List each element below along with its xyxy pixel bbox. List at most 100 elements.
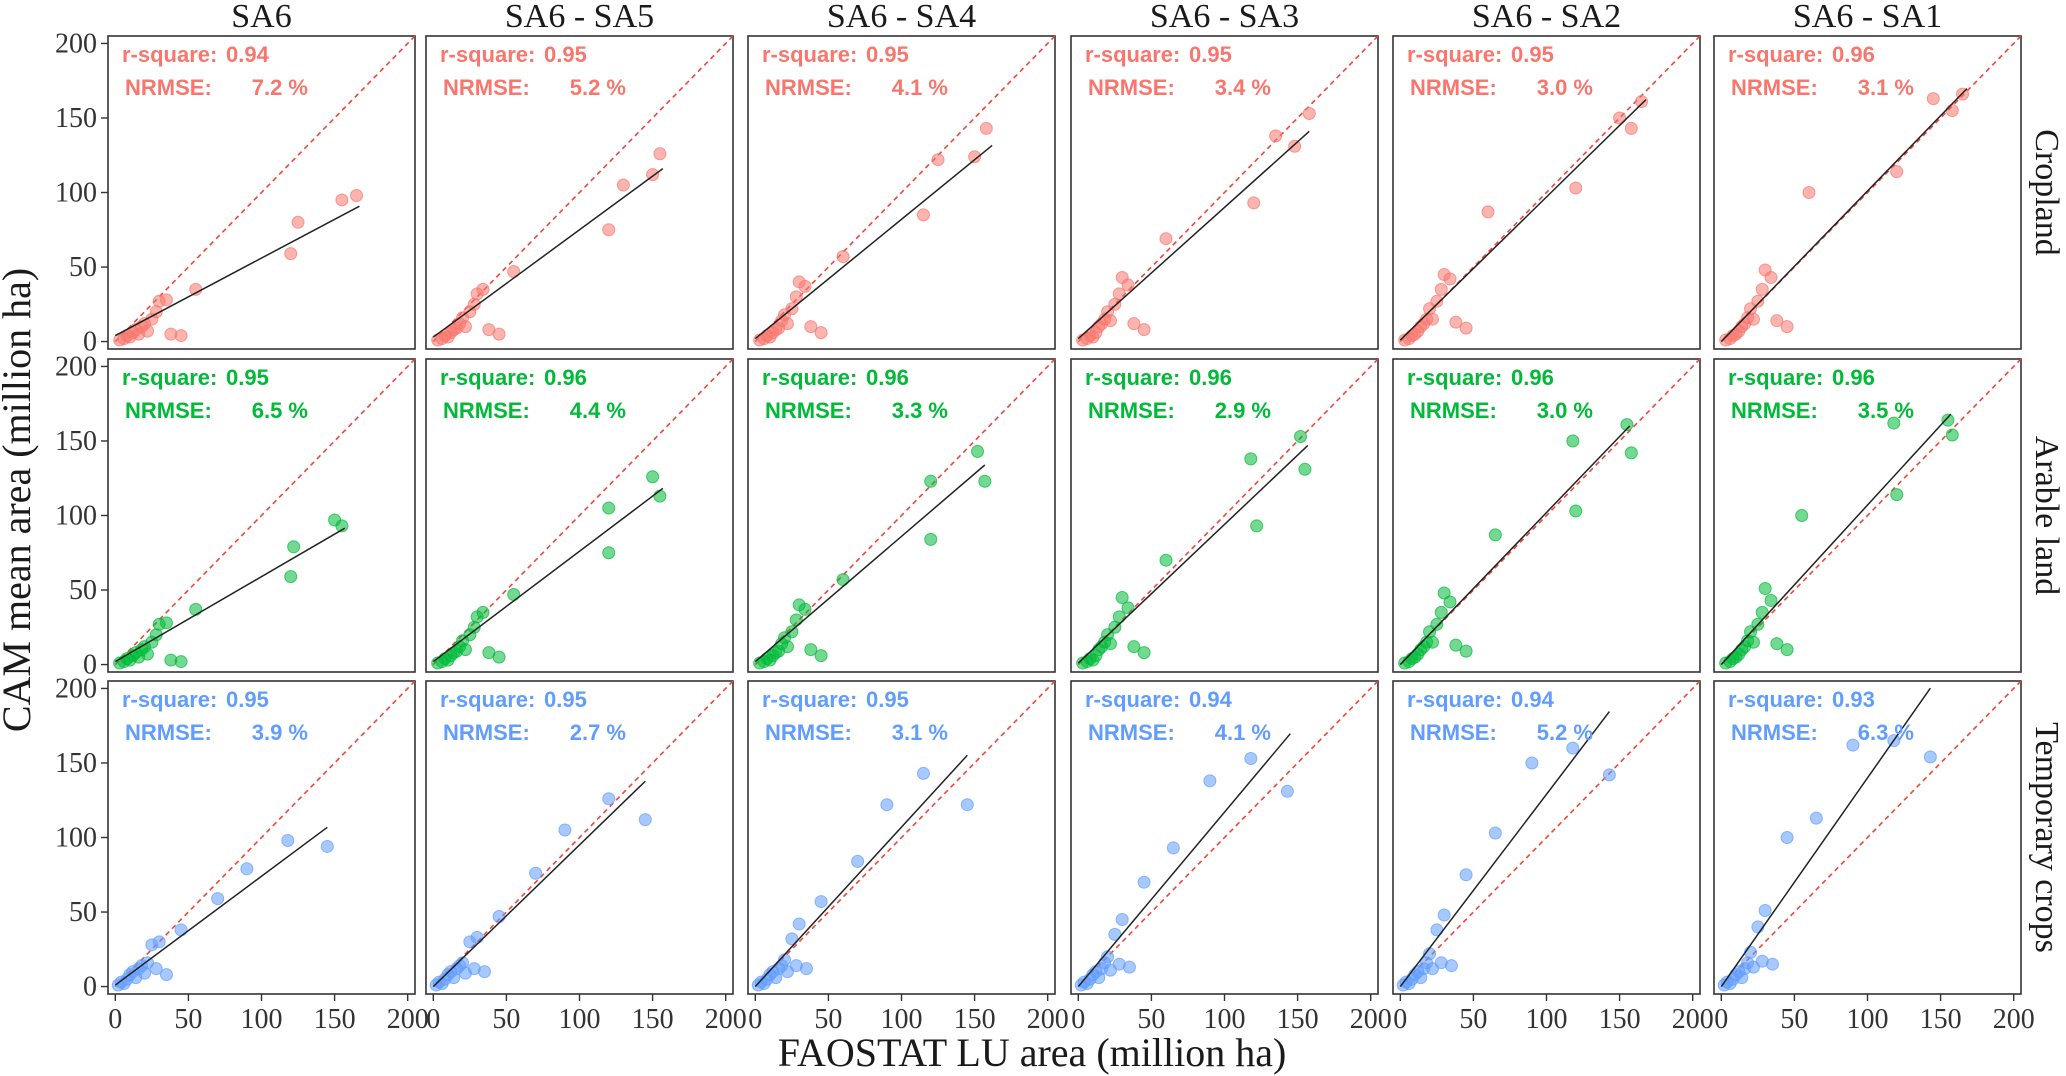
data-point	[780, 317, 794, 331]
data-point	[616, 178, 630, 192]
r-square-label: r-square:	[762, 42, 857, 67]
panel-1-3: r-square: 0.95 NRMSE: 4.1 %	[747, 35, 1056, 350]
data-point	[1569, 504, 1583, 518]
data-point	[1159, 553, 1173, 567]
nrmse-label: NRMSE:	[765, 75, 852, 100]
r-square-label: r-square:	[440, 687, 535, 712]
data-point	[1250, 519, 1264, 533]
data-point	[1437, 908, 1451, 922]
nrmse-value: 4.1 %	[1215, 720, 1271, 745]
data-point	[1166, 841, 1180, 855]
nrmse-value: 5.2 %	[1537, 720, 1593, 745]
y-tick-label: 100	[55, 823, 97, 854]
data-point	[1809, 811, 1823, 825]
data-point	[1122, 960, 1136, 974]
data-point	[602, 792, 616, 806]
data-point	[1758, 904, 1772, 918]
nrmse-label: NRMSE:	[1088, 398, 1175, 423]
data-point	[1525, 756, 1539, 770]
panel-3-3: r-square: 0.95 NRMSE: 3.1 %	[747, 680, 1056, 995]
nrmse-value: 3.0 %	[1537, 398, 1593, 423]
x-tick-label: 150	[1599, 1004, 1641, 1035]
data-point	[1890, 488, 1904, 502]
y-tick-label: 50	[69, 252, 97, 283]
data-point	[1887, 416, 1901, 430]
data-point	[1298, 462, 1312, 476]
data-point	[968, 150, 982, 164]
x-tick-label: 0	[748, 1004, 762, 1035]
data-point	[492, 909, 506, 923]
r-square-label: r-square:	[1728, 365, 1823, 390]
panel-grid: r-square: 0.94 NRMSE: 7.2 % r-square: 0.95 NRM…	[107, 35, 2022, 995]
x-tick-label: 100	[1526, 1004, 1568, 1035]
nrmse-label: NRMSE:	[765, 720, 852, 745]
r-square-value: 0.95	[1189, 42, 1232, 67]
panel-3-2: r-square: 0.95 NRMSE: 2.7 %	[425, 680, 734, 995]
y-tick-label: 100	[55, 178, 97, 209]
r-square-label: r-square:	[1407, 42, 1502, 67]
data-point	[602, 546, 616, 560]
nrmse-label: NRMSE:	[125, 720, 212, 745]
data-point	[931, 153, 945, 167]
x-tick-label: 0	[426, 1004, 440, 1035]
data-point	[916, 208, 930, 222]
data-point	[174, 923, 188, 937]
data-point	[159, 968, 173, 982]
data-point	[978, 474, 992, 488]
data-point	[1434, 282, 1448, 296]
data-point	[798, 279, 812, 293]
data-point	[1112, 287, 1126, 301]
nrmse-value: 3.0 %	[1537, 75, 1593, 100]
nrmse-label: NRMSE:	[1088, 720, 1175, 745]
data-point	[140, 647, 154, 661]
data-point	[1566, 741, 1580, 755]
x-tick-label: 200	[387, 1004, 429, 1035]
regression-line	[1077, 733, 1291, 988]
data-point	[792, 917, 806, 931]
data-point	[1566, 434, 1580, 448]
r-square-label: r-square:	[1407, 687, 1502, 712]
y-tick-label: 0	[83, 650, 97, 681]
data-point	[211, 892, 225, 906]
data-point	[971, 444, 985, 458]
data-point	[1780, 643, 1794, 657]
nrmse-label: NRMSE:	[125, 398, 212, 423]
data-point	[1437, 586, 1451, 600]
data-point	[284, 570, 298, 584]
x-tick-label: 200	[705, 1004, 747, 1035]
nrmse-label: NRMSE:	[443, 398, 530, 423]
data-point	[1945, 104, 1959, 118]
nrmse-label: NRMSE:	[1088, 75, 1175, 100]
data-point	[851, 854, 865, 868]
nrmse-label: NRMSE:	[1731, 75, 1818, 100]
data-point	[1115, 912, 1129, 926]
r-square-value: 0.95	[866, 687, 909, 712]
r-square-value: 0.95	[1511, 42, 1554, 67]
column-title: SA6 - SA5	[505, 0, 654, 35]
regression-line	[114, 205, 360, 337]
panel-2-6: r-square: 0.96 NRMSE: 3.5 %	[1713, 358, 2022, 673]
nrmse-label: NRMSE:	[765, 398, 852, 423]
r-square-label: r-square:	[1728, 42, 1823, 67]
data-point	[1430, 294, 1444, 308]
x-tick-label: 200	[1350, 1004, 1392, 1035]
r-square-label: r-square:	[1085, 42, 1180, 67]
x-axis-title: FAOSTAT LU area (million ha)	[778, 1030, 1287, 1075]
y-tick-label: 150	[55, 426, 97, 457]
data-point	[1425, 312, 1439, 326]
regression-line	[754, 464, 986, 663]
data-point	[1746, 635, 1760, 649]
r-square-value: 0.96	[1189, 365, 1232, 390]
regression-line	[432, 780, 646, 988]
data-point	[1758, 582, 1772, 596]
data-point	[1941, 413, 1955, 427]
r-square-value: 0.95	[226, 687, 269, 712]
data-point	[1121, 601, 1135, 615]
data-point	[507, 587, 521, 601]
data-point	[1770, 637, 1784, 651]
data-point	[1203, 774, 1217, 788]
r-square-value: 0.96	[1511, 365, 1554, 390]
r-square-label: r-square:	[1085, 687, 1180, 712]
nrmse-label: NRMSE:	[1410, 720, 1497, 745]
data-point	[529, 866, 543, 880]
